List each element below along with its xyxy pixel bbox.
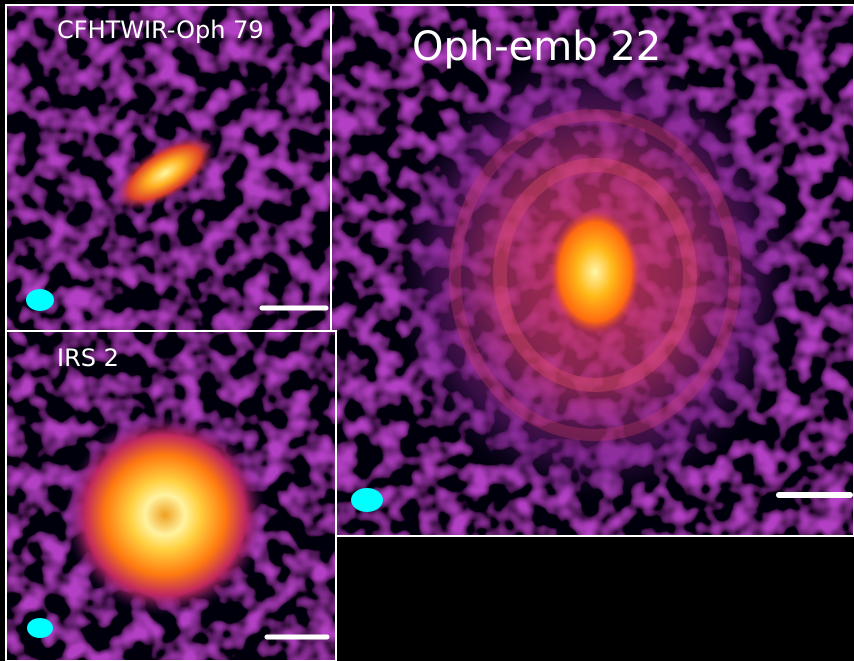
beam	[351, 488, 383, 512]
panel-label: CFHTWIR-Oph 79	[57, 16, 264, 44]
disk-core	[550, 210, 640, 334]
panel-top-left: CFHTWIR-Oph 79	[6, 5, 331, 331]
beam	[26, 289, 54, 311]
panel-label: Oph-emb 22	[412, 24, 661, 70]
panel-large: Oph-emb 22	[331, 5, 854, 536]
panel-bottom-left: IRS 2	[6, 331, 336, 661]
disk	[65, 415, 265, 615]
panel-label: IRS 2	[57, 344, 119, 372]
beam	[27, 618, 53, 638]
figure: Oph-emb 22 CFHTWIR-Oph 79 IRS 2	[0, 0, 854, 661]
